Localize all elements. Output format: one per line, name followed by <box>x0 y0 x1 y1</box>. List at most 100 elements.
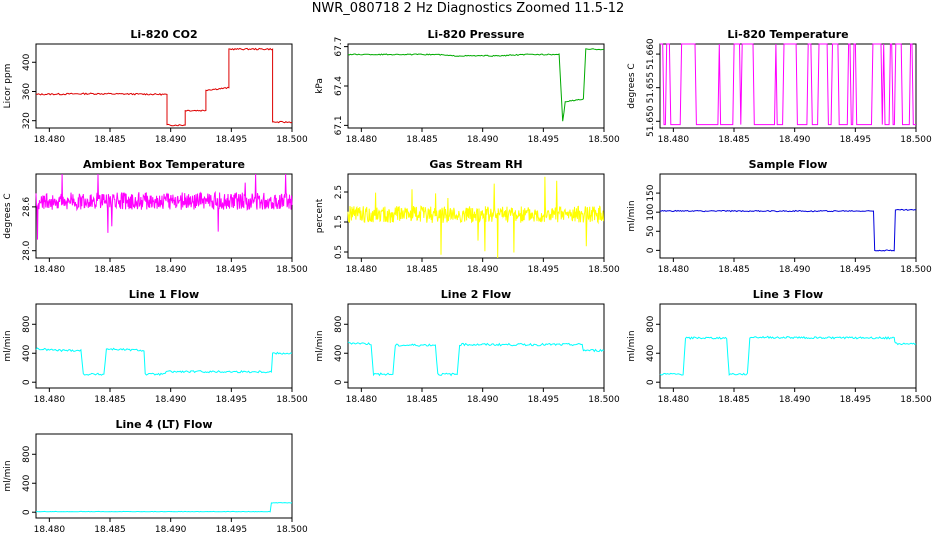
y-tick-label: 400 <box>22 53 32 70</box>
y-tick-label: 51.650 <box>646 105 656 137</box>
x-tick-label: 18.495 <box>840 135 872 145</box>
series-line <box>35 173 293 240</box>
y-tick-label: 100 <box>646 203 656 220</box>
y-tick-label: 360 <box>22 83 32 100</box>
x-tick-label: 18.485 <box>718 135 750 145</box>
chart-line4: 18.480 18.485 18.490 18.495 18.500 0 400 800 ml/… <box>3 433 308 535</box>
y-tick-label: 67.7 <box>334 37 344 57</box>
x-tick-label: 18.485 <box>406 265 438 275</box>
chart-line3: 18.480 18.485 18.490 18.495 18.500 0 400 800 ml/… <box>627 303 932 405</box>
x-tick-label: 18.490 <box>779 395 811 405</box>
y-tick-label: 50 <box>646 225 656 237</box>
panel-title: Gas Stream RH <box>429 158 523 171</box>
y-axis-label: ml/min <box>627 330 637 361</box>
y-tick-label: 0 <box>334 379 344 385</box>
x-tick-label: 18.495 <box>216 525 248 535</box>
x-tick-label: 18.485 <box>94 265 126 275</box>
x-tick-label: 18.500 <box>900 135 932 145</box>
panel-line4: Line 4 (LT) Flow 18.480 18.485 18.490 18.49… <box>0 390 312 535</box>
panel-title: Line 1 Flow <box>128 288 200 301</box>
y-axis-label: ml/min <box>3 330 13 361</box>
x-tick-label: 18.480 <box>346 395 378 405</box>
panel-co2: Li-820 CO2 18.480 18.485 18.490 18.495 18.50… <box>0 0 312 145</box>
x-tick-label: 18.485 <box>718 395 750 405</box>
x-tick-label: 18.480 <box>346 265 378 275</box>
x-tick-label: 18.480 <box>34 135 66 145</box>
x-tick-label: 18.485 <box>94 395 126 405</box>
y-axis-label: degrees C <box>627 63 637 108</box>
series-line <box>35 47 293 127</box>
chart-rh: 18.480 18.485 18.490 18.495 18.500 0.5 1.5 2.5 p… <box>315 173 620 275</box>
y-axis-label: ml/min <box>3 460 13 491</box>
x-tick-label: 18.500 <box>276 135 308 145</box>
x-tick-label: 18.495 <box>216 135 248 145</box>
x-tick-label: 18.485 <box>406 135 438 145</box>
x-tick-label: 18.490 <box>155 135 187 145</box>
y-tick-label: 800 <box>646 315 656 332</box>
y-tick-label: 320 <box>22 112 32 129</box>
plot-frame <box>347 43 605 129</box>
panel-title: Li-820 Temperature <box>727 28 849 41</box>
x-tick-label: 18.500 <box>588 395 620 405</box>
panel-line2: Line 2 Flow 18.480 18.485 18.490 18.495 18.5… <box>312 260 624 405</box>
x-tick-label: 18.495 <box>216 265 248 275</box>
x-tick-label: 18.495 <box>528 135 560 145</box>
panel-rh: Gas Stream RH 18.480 18.485 18.490 18.495 18… <box>312 130 624 275</box>
x-tick-label: 18.480 <box>34 265 66 275</box>
series-line <box>35 502 293 513</box>
x-tick-label: 18.490 <box>155 395 187 405</box>
chart-co2: 18.480 18.485 18.490 18.495 18.500 320 360 400 L… <box>3 43 308 145</box>
series-line <box>659 335 917 376</box>
plot-frame <box>35 43 293 129</box>
y-tick-label: 150 <box>646 184 656 201</box>
panel-pressure: Li-820 Pressure 18.480 18.485 18.490 18.495… <box>312 0 624 145</box>
plot-frame <box>35 433 293 519</box>
x-tick-label: 18.490 <box>467 265 499 275</box>
chart-sample-flow: 18.480 18.485 18.490 18.495 18.500 0 50 100 150 m… <box>627 173 932 275</box>
chart-temperature: 18.480 18.485 18.490 18.495 18.50051.65051.6… <box>627 38 932 145</box>
x-tick-label: 18.490 <box>155 525 187 535</box>
y-axis-label: kPa <box>315 78 325 94</box>
panel-title: Ambient Box Temperature <box>83 158 245 171</box>
y-tick-label: 2.5 <box>334 185 344 199</box>
x-tick-label: 18.490 <box>467 135 499 145</box>
chart-pressure: 18.480 18.485 18.490 18.495 18.500 67.1 67.4 67… <box>315 37 620 145</box>
x-tick-label: 18.500 <box>276 265 308 275</box>
y-tick-label: 0 <box>22 509 32 515</box>
series-line <box>347 48 605 122</box>
y-tick-label: 400 <box>22 474 32 491</box>
x-tick-label: 18.500 <box>588 265 620 275</box>
x-tick-label: 18.485 <box>406 395 438 405</box>
chart-line1: 18.480 18.485 18.490 18.495 18.500 0 400 800 ml/… <box>3 303 308 405</box>
y-tick-label: 800 <box>334 315 344 332</box>
panel-title: Sample Flow <box>748 158 828 171</box>
plot-frame <box>347 303 605 389</box>
panel-line3: Line 3 Flow 18.480 18.485 18.490 18.495 18.5… <box>624 260 936 405</box>
plot-frame <box>659 173 917 259</box>
x-tick-label: 18.480 <box>658 395 690 405</box>
y-tick-label: 400 <box>334 344 344 361</box>
x-tick-label: 18.485 <box>94 525 126 535</box>
panel-line1: Line 1 Flow 18.480 18.485 18.490 18.495 18.5… <box>0 260 312 405</box>
x-tick-label: 18.495 <box>840 265 872 275</box>
y-tick-label: 0.5 <box>334 245 344 259</box>
y-tick-label: 0 <box>646 379 656 385</box>
y-tick-label: 0 <box>646 247 656 253</box>
x-tick-label: 18.480 <box>658 265 690 275</box>
panel-sample-flow: Sample Flow 18.480 18.485 18.490 18.495 18.5… <box>624 130 936 275</box>
x-tick-label: 18.500 <box>588 135 620 145</box>
y-tick-label: 51.655 <box>646 72 656 104</box>
chart-ambient: 18.480 18.485 18.490 18.495 18.500 28.0 28.6 de… <box>3 173 308 275</box>
panel-title: Line 2 Flow <box>440 288 512 301</box>
y-axis-label: percent <box>315 198 325 233</box>
y-tick-label: 800 <box>22 445 32 462</box>
x-tick-label: 18.490 <box>779 265 811 275</box>
plot-frame <box>659 43 917 129</box>
x-tick-label: 18.480 <box>34 525 66 535</box>
y-axis-label: degrees C <box>3 193 13 238</box>
y-axis-label: ml/min <box>315 330 325 361</box>
panel-title: Li-820 CO2 <box>130 28 198 41</box>
series-line <box>35 347 293 377</box>
y-tick-label: 0 <box>22 379 32 385</box>
y-tick-label: 28.0 <box>22 240 32 260</box>
